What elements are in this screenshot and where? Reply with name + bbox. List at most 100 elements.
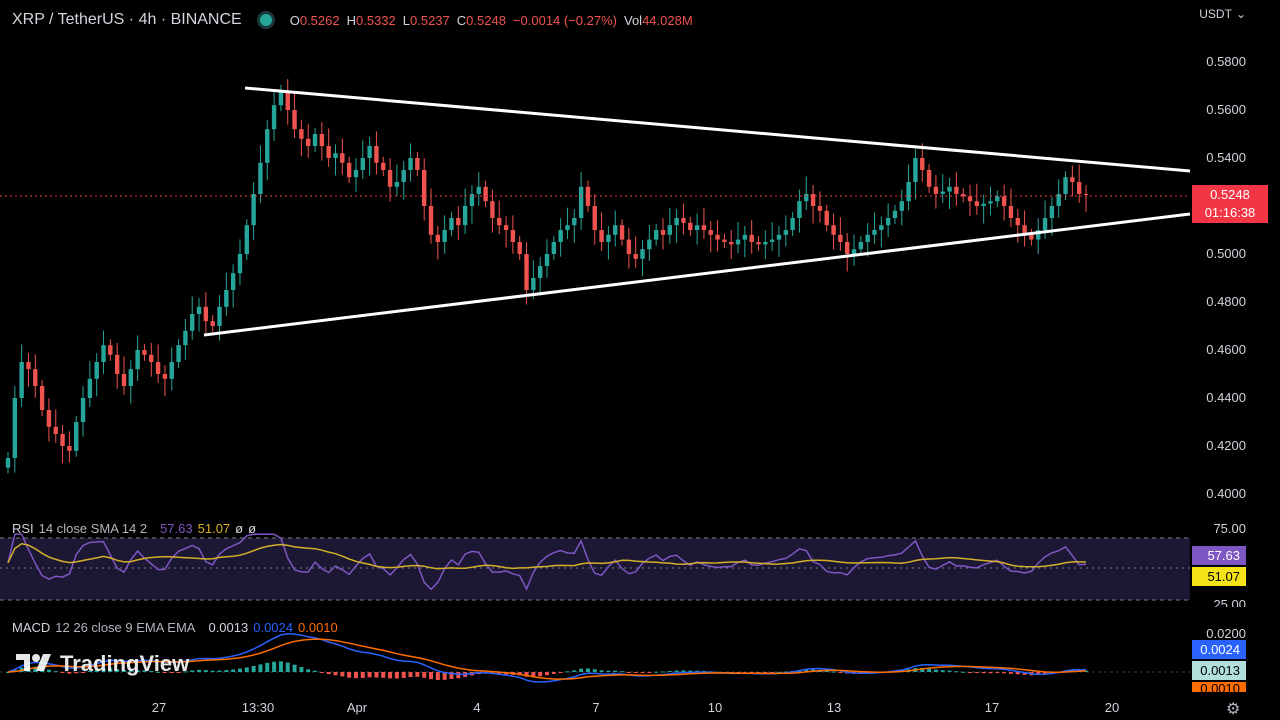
macd-hist-bar xyxy=(838,672,843,673)
candle-body xyxy=(729,242,734,245)
candle-body xyxy=(251,194,256,226)
trendline-lower[interactable] xyxy=(203,212,1191,337)
macd-hist-bar xyxy=(67,672,72,674)
candle-body xyxy=(333,153,338,158)
candle-body xyxy=(299,129,304,139)
candle-body xyxy=(503,225,509,230)
macd-hist-bar xyxy=(203,670,208,672)
macd-hist-bar xyxy=(804,669,809,672)
macd-scale-tick: 0.0200 xyxy=(1206,626,1246,641)
macd-hist-bar xyxy=(190,670,195,672)
rsi-line xyxy=(7,533,1087,591)
macd-hist-bar xyxy=(558,672,563,673)
macd-hist-bar xyxy=(831,671,836,673)
candle-body xyxy=(810,194,816,206)
macd-hist-bar xyxy=(210,670,215,672)
symbol-title[interactable]: XRP / TetherUS · 4h · BINANCE xyxy=(12,11,242,28)
macd-hist-bar xyxy=(183,671,188,673)
candle-body xyxy=(203,306,209,322)
macd-hist-bar xyxy=(613,670,618,672)
price-tick: 0.4600 xyxy=(1206,342,1246,357)
settings-gear-icon[interactable]: ⚙ xyxy=(1226,701,1241,718)
candle-body xyxy=(169,362,174,379)
macd-hist-bar xyxy=(142,670,147,672)
macd-hist-bar xyxy=(272,661,277,672)
candle-body xyxy=(435,234,441,242)
macd-hist-bar xyxy=(115,669,120,672)
macd-hist-bar xyxy=(674,670,679,672)
macd-hist-bar xyxy=(394,672,399,679)
macd-signal-value: 0.0010 xyxy=(298,620,338,635)
macd-hist-bar xyxy=(667,671,672,673)
candle-body xyxy=(708,230,713,235)
candle-body xyxy=(381,162,386,170)
candle-body xyxy=(1015,218,1020,226)
candle-body xyxy=(797,201,802,218)
candle-body xyxy=(1042,218,1048,230)
candle-body xyxy=(1029,234,1034,240)
currency-selector[interactable]: USDT ⌄ xyxy=(1199,7,1246,21)
candle-body xyxy=(510,230,516,242)
macd-hist-bar xyxy=(545,672,549,676)
candle-body xyxy=(845,242,850,254)
macd-hist-bar xyxy=(244,667,249,672)
candle-body xyxy=(39,386,45,410)
ohlc-change: −0.0014 (−0.27%) xyxy=(512,12,617,28)
candle-body xyxy=(995,196,1000,202)
price-tick: 0.4000 xyxy=(1206,486,1246,501)
macd-hist-bar xyxy=(87,670,92,672)
ohlc-low: L0.5237 xyxy=(402,12,450,28)
macd-hist-bar xyxy=(108,668,113,672)
candle-body xyxy=(326,146,331,158)
macd-hist-bar xyxy=(347,672,352,678)
macd-hist-bar xyxy=(149,670,154,672)
macd-hist-bar xyxy=(599,670,604,672)
x-tick: Apr xyxy=(346,700,368,715)
macd-hist-bar xyxy=(374,672,379,678)
candle-body xyxy=(681,218,686,223)
candle-body xyxy=(401,170,406,182)
candle-body xyxy=(947,186,952,192)
macd-hist-bar xyxy=(1015,672,1020,675)
macd-value: 0.0024 xyxy=(253,620,293,635)
macd-hist-bar xyxy=(654,671,659,673)
candle-body xyxy=(865,234,870,242)
macd-hist-bar xyxy=(333,672,338,676)
macd-legend[interactable]: MACD 12 26 close 9 EMA EMA 0.0013 0.0024… xyxy=(12,620,338,635)
macd-hist-bar xyxy=(285,662,290,672)
candle-body xyxy=(817,206,823,211)
candle-body xyxy=(688,222,693,230)
price-tick: 0.5800 xyxy=(1206,54,1246,69)
macd-hist-bar xyxy=(169,672,174,673)
candle-body xyxy=(1056,194,1061,206)
rsi-legend[interactable]: RSI 14 close SMA 14 2 57.63 51.07 ø ø xyxy=(12,521,256,536)
macd-hist-bar xyxy=(197,669,202,672)
candle-body xyxy=(53,426,58,434)
candle-body xyxy=(763,242,768,245)
trendline-upper[interactable] xyxy=(244,86,1191,173)
candle-body xyxy=(606,234,611,242)
candle-body xyxy=(715,234,720,240)
tradingview-logo[interactable]: TradingView xyxy=(16,651,189,677)
macd-hist-bar xyxy=(933,669,938,672)
macd-hist-bar xyxy=(1002,672,1007,674)
macd-hist-bar xyxy=(278,661,283,672)
candle-body xyxy=(312,134,318,146)
candle-body xyxy=(94,362,99,379)
bar-countdown: 01:16:38 xyxy=(1204,205,1256,220)
rsi-value-badge: 57.63 xyxy=(1192,546,1246,565)
rsi-value: 57.63 xyxy=(160,521,193,536)
macd-hist-bar xyxy=(449,672,454,679)
price-tick: 0.5000 xyxy=(1206,246,1246,261)
candle-body xyxy=(1076,182,1082,194)
candle-body xyxy=(265,129,270,163)
candle-body xyxy=(578,186,584,218)
macd-hist-bar xyxy=(442,672,447,680)
candle-body xyxy=(660,230,666,235)
candle-body xyxy=(360,158,365,170)
candle-body xyxy=(271,105,277,130)
macd-hist-bar xyxy=(156,671,161,673)
candle-body xyxy=(667,225,673,235)
candle-body xyxy=(346,162,352,178)
